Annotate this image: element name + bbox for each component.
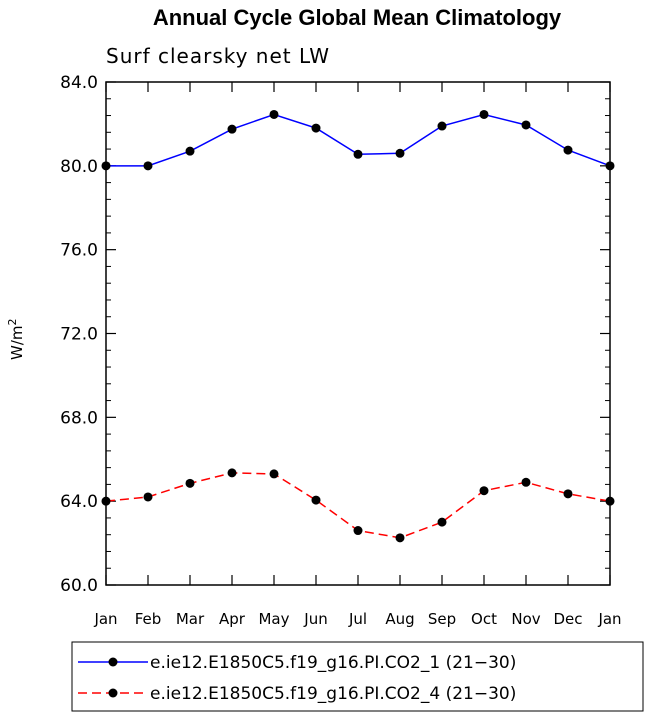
x-tick-label: Jul (348, 610, 367, 628)
x-tick-label: Jan (93, 610, 117, 628)
y-tick-label: 60.0 (60, 576, 98, 596)
series-layer (101, 109, 615, 543)
series-1-point (437, 121, 447, 131)
series-2-point (311, 495, 321, 505)
series-2-point (521, 477, 531, 487)
x-tick-label: Oct (471, 610, 497, 628)
x-tick-label: May (258, 610, 289, 628)
series-2-point (353, 526, 363, 536)
series-1-point (521, 120, 531, 130)
legend-label-2: e.ie12.E1850C5.f19_g16.PI.CO2_4 (21−30) (150, 684, 516, 704)
series-1-point (563, 145, 573, 155)
series-1-point (353, 149, 363, 159)
legend-box (71, 641, 644, 712)
series-1-point (311, 123, 321, 133)
x-tick-label: Mar (176, 610, 205, 628)
plot-frame (105, 81, 611, 586)
x-tick-label: Feb (135, 610, 162, 628)
y-tick-label: 84.0 (60, 73, 98, 93)
series-2-point (479, 486, 489, 496)
x-tick-label: Dec (553, 610, 582, 628)
series-2-point (227, 468, 237, 478)
legend-marker-2 (108, 688, 118, 698)
x-tick-label: Jan (597, 610, 621, 628)
chart-title: Annual Cycle Global Mean Climatology (153, 5, 562, 30)
series-1-point (395, 148, 405, 158)
series-2-point (395, 533, 405, 543)
x-tick-label: Jun (303, 610, 327, 628)
y-tick-label: 68.0 (60, 408, 98, 428)
y-tick-label: 64.0 (60, 492, 98, 512)
y-tick-label: 72.0 (60, 325, 98, 345)
series-2-point (563, 489, 573, 499)
y-axis-label: W/m2 (6, 319, 26, 361)
series-2-point (143, 492, 153, 502)
series-1-point (185, 146, 195, 156)
y-tick-label: 76.0 (60, 241, 98, 261)
y-axis-label-superscript: 2 (6, 319, 19, 326)
series-1-point (479, 109, 489, 119)
x-tick-label: Apr (219, 610, 246, 628)
series-2-point (185, 478, 195, 488)
y-tick-label: 80.0 (60, 157, 98, 177)
x-tick-label: Sep (428, 610, 456, 628)
series-2-point (269, 469, 279, 479)
series-2-point (437, 517, 447, 527)
legend-marker-1 (108, 657, 118, 667)
series-1-point (269, 109, 279, 119)
y-axis-label-unit: W/m (8, 326, 26, 361)
series-1-point (143, 161, 153, 171)
legend-label-1: e.ie12.E1850C5.f19_g16.PI.CO2_1 (21−30) (150, 653, 516, 673)
legend-entries: e.ie12.E1850C5.f19_g16.PI.CO2_1 (21−30) e… (78, 653, 516, 704)
chart-subtitle: Surf clearsky net LW (106, 44, 330, 68)
x-tick-label: Nov (511, 610, 540, 628)
series-1-point (227, 124, 237, 134)
legend: e.ie12.E1850C5.f19_g16.PI.CO2_1 (21−30) e… (71, 641, 644, 712)
x-tick-label: Aug (385, 610, 414, 628)
y-axis-ticks: 60.0 64.0 68.0 72.0 76.0 80.0 84.0 (60, 73, 610, 596)
x-axis-ticks: Jan Feb Mar Apr May Jun Jul Aug Sep Oct Nov Dec Jan (93, 82, 622, 628)
